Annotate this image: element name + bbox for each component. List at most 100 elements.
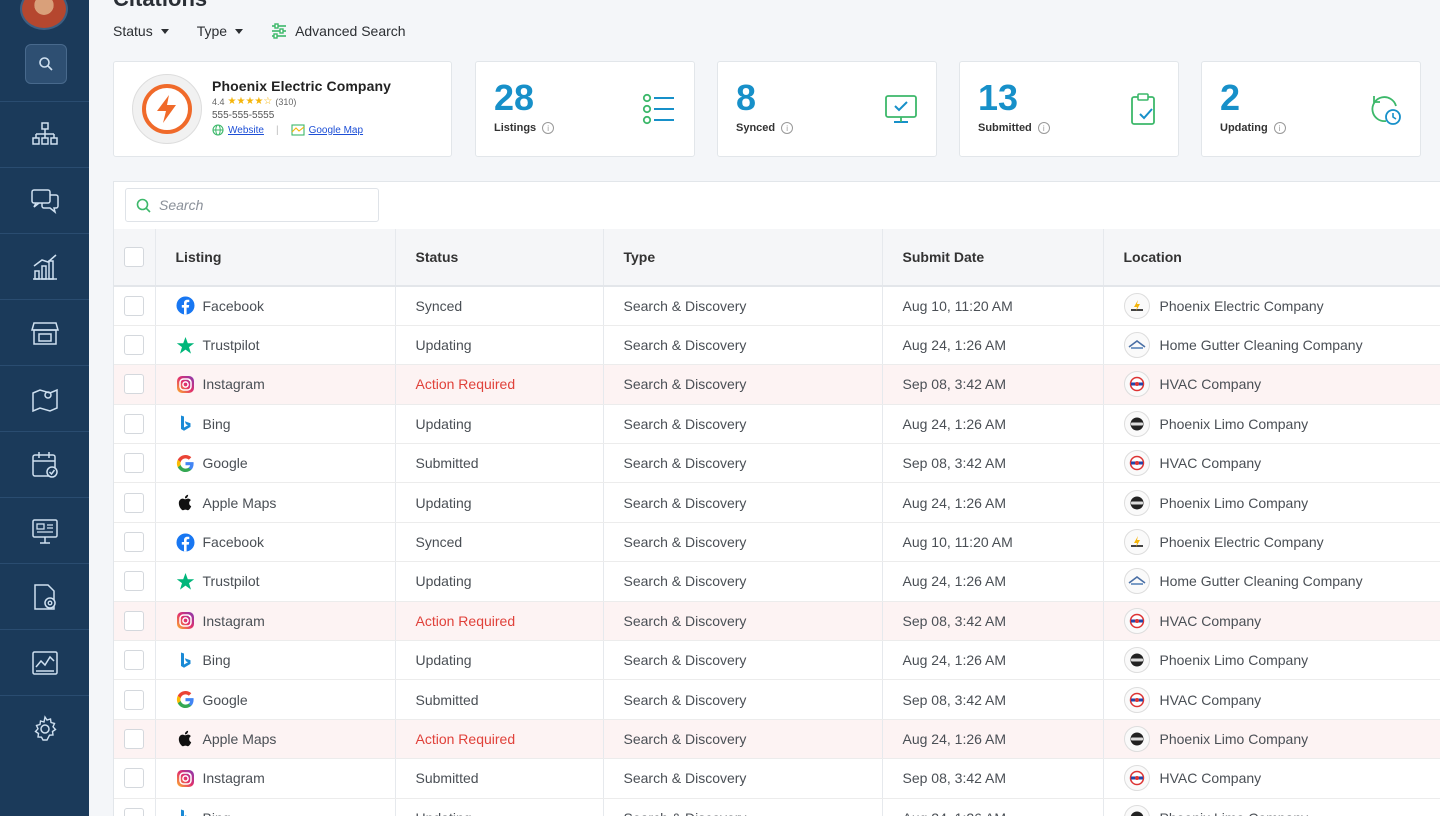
- row-checkbox[interactable]: [124, 807, 145, 816]
- listing-cell: Apple Maps: [155, 482, 396, 523]
- info-icon[interactable]: i: [542, 122, 555, 134]
- google-map-link[interactable]: Google Map: [308, 124, 364, 136]
- row-checkbox[interactable]: [124, 768, 145, 789]
- sidebar-item-report-chart[interactable]: [0, 629, 89, 695]
- info-icon[interactable]: i: [1037, 122, 1050, 134]
- table-row[interactable]: Apple Maps Action Required Search & Discov…: [114, 719, 1440, 760]
- table-row[interactable]: Google Submitted Search & Discovery Sep 08,…: [114, 679, 1440, 720]
- user-avatar[interactable]: [20, 0, 68, 30]
- type-filter-label: Type: [196, 23, 228, 39]
- table-row[interactable]: Trustpilot Updating Search & Discovery Aug …: [114, 325, 1440, 366]
- row-checkbox[interactable]: [124, 295, 145, 316]
- sidebar-item-settings-gear[interactable]: [0, 695, 89, 761]
- row-checkbox[interactable]: [124, 689, 145, 710]
- row-checkbox[interactable]: [124, 492, 145, 513]
- row-checkbox[interactable]: [124, 610, 145, 631]
- advanced-search-button[interactable]: Advanced Search: [271, 23, 406, 39]
- table-row[interactable]: Facebook Synced Search & Discovery Aug 10, …: [114, 286, 1440, 326]
- column-header-type[interactable]: Type: [603, 229, 883, 287]
- status-cell: Submitted: [395, 443, 604, 484]
- listing-cell: Instagram: [155, 758, 396, 799]
- info-icon[interactable]: i: [781, 122, 794, 134]
- submit-date-cell: Aug 24, 1:26 AM: [882, 561, 1104, 602]
- table-search-box[interactable]: [125, 188, 379, 222]
- submit-date-cell: Sep 08, 3:42 AM: [882, 758, 1104, 799]
- facebook-icon: [176, 533, 195, 552]
- instagram-icon: [176, 769, 195, 788]
- limo-logo-icon: [1123, 725, 1150, 752]
- status-cell: Synced: [395, 286, 604, 326]
- sidebar-item-map-pin[interactable]: [0, 365, 89, 431]
- stat-card-updating[interactable]: 2 Updating i: [1201, 61, 1421, 157]
- table-row[interactable]: Google Submitted Search & Discovery Sep 08,…: [114, 443, 1440, 484]
- link-separator: |: [275, 124, 279, 136]
- row-checkbox[interactable]: [124, 571, 145, 592]
- stat-label: Submitted i: [978, 122, 1050, 134]
- listing-name: Trustpilot: [202, 573, 260, 590]
- submit-date-cell: Aug 10, 11:20 AM: [882, 522, 1104, 563]
- apple-icon: [176, 729, 195, 748]
- row-checkbox[interactable]: [124, 532, 145, 553]
- business-links: Website | Google Map: [212, 124, 363, 136]
- sidebar-item-document-gear[interactable]: [0, 563, 89, 629]
- type-filter-dropdown[interactable]: Type: [196, 23, 244, 39]
- search-input[interactable]: [159, 197, 359, 213]
- stat-value: 8: [736, 77, 757, 118]
- location-cell: HVAC Company: [1103, 679, 1440, 720]
- column-header-location[interactable]: Location: [1103, 229, 1440, 287]
- stat-card-submitted[interactable]: 13 Submitted i: [959, 61, 1179, 157]
- type-cell: Search & Discovery: [603, 679, 883, 720]
- stat-label: Updating i: [1220, 122, 1286, 134]
- business-rating: 4.4 ★★★★☆ (310): [212, 96, 296, 107]
- sidebar-item-monitor[interactable]: [0, 497, 89, 563]
- stat-card-listings[interactable]: 28 Listings i: [475, 61, 695, 157]
- stat-card-synced[interactable]: 8 Synced i: [717, 61, 937, 157]
- row-checkbox[interactable]: [124, 728, 145, 749]
- sidebar-item-chat-bubbles[interactable]: [0, 167, 89, 233]
- listing-name: Instagram: [202, 376, 265, 393]
- lightning-bolt-icon: [157, 95, 176, 123]
- sidebar-item-storefront[interactable]: [0, 299, 89, 365]
- status-filter-dropdown[interactable]: Status: [113, 23, 169, 39]
- row-checkbox[interactable]: [124, 413, 145, 434]
- sidebar-item-analytics[interactable]: [0, 233, 89, 299]
- sidebar-search-button[interactable]: [25, 44, 67, 84]
- sidebar-item-org-chart[interactable]: [0, 101, 89, 167]
- status-cell: Action Required: [395, 601, 604, 642]
- sidebar-item-calendar-check[interactable]: [0, 431, 89, 497]
- globe-icon: [212, 124, 224, 136]
- info-icon[interactable]: i: [1273, 122, 1286, 134]
- listing-cell: Instagram: [155, 601, 396, 642]
- column-header-submit-date[interactable]: Submit Date: [882, 229, 1104, 287]
- table-row[interactable]: Trustpilot Updating Search & Discovery Aug …: [114, 561, 1440, 602]
- row-checkbox[interactable]: [124, 453, 145, 474]
- column-header-status[interactable]: Status: [395, 229, 604, 287]
- review-count: (310): [275, 96, 297, 107]
- stat-value: 13: [978, 77, 1019, 118]
- location-name: Phoenix Limo Company: [1159, 730, 1309, 747]
- select-all-checkbox[interactable]: [124, 247, 145, 267]
- table-row[interactable]: Instagram Action Required Search & Discove…: [114, 601, 1440, 642]
- status-cell: Action Required: [395, 364, 604, 405]
- row-checkbox[interactable]: [124, 335, 145, 356]
- column-header-listing[interactable]: Listing: [155, 229, 396, 287]
- table-row[interactable]: Facebook Synced Search & Discovery Aug 10, …: [114, 522, 1440, 563]
- location-cell: HVAC Company: [1103, 758, 1440, 799]
- website-link[interactable]: Website: [228, 124, 264, 136]
- table-row[interactable]: Instagram Submitted Search & Discovery Sep …: [114, 758, 1440, 799]
- row-checkbox[interactable]: [124, 650, 145, 671]
- electric-logo-icon: [1123, 529, 1150, 556]
- rating-stars-icon: ★★★★☆: [227, 96, 273, 107]
- listing-name: Apple Maps: [202, 730, 277, 747]
- document-gear-icon: [33, 583, 56, 610]
- map-icon: [291, 124, 305, 136]
- type-cell: Search & Discovery: [603, 561, 883, 602]
- table-row[interactable]: Apple Maps Updating Search & Discovery Aug …: [114, 482, 1440, 523]
- row-checkbox[interactable]: [124, 374, 145, 395]
- business-logo: [132, 74, 202, 144]
- row-select-cell: [114, 364, 156, 405]
- table-row[interactable]: Instagram Action Required Search & Discove…: [114, 364, 1440, 405]
